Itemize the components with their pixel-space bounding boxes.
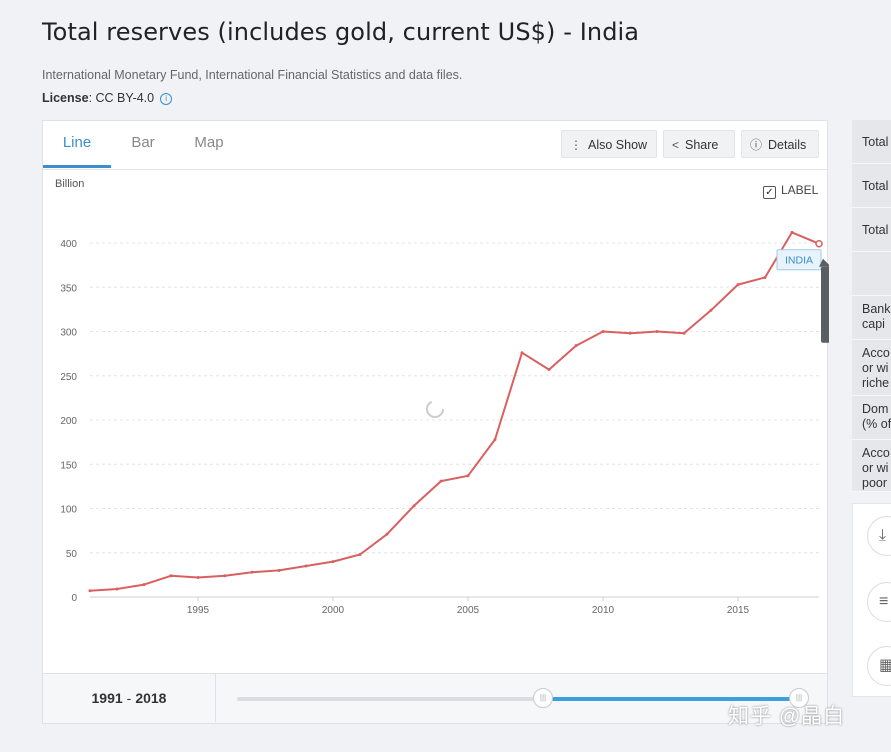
checkbox-icon[interactable]: ✓ (763, 186, 776, 199)
loading-spinner-icon (426, 400, 444, 418)
data-point (385, 532, 389, 536)
x-tick-label: 2005 (457, 605, 480, 616)
series-label-india: INDIA (785, 255, 813, 267)
y-tick-label: 100 (60, 505, 77, 516)
table-icon[interactable]: ▦ (867, 646, 891, 686)
y-tick-label: 350 (60, 283, 77, 294)
data-point (520, 351, 524, 355)
license: License: CC BY-4.0 i (42, 91, 173, 105)
related-item[interactable]: Acco or wi poor (852, 440, 891, 492)
range-handle-start[interactable]: ||| (533, 688, 553, 708)
data-point (655, 330, 659, 333)
range-slider-fill (543, 697, 799, 701)
info-icon[interactable]: i (160, 93, 173, 105)
data-point (331, 560, 335, 564)
related-item[interactable]: Acco or wi riche (852, 340, 891, 396)
range-end: 2018 (135, 690, 167, 706)
range-start: 1991 (91, 690, 123, 706)
data-point (169, 574, 173, 578)
range-footer: 1991-2018 ||| ||| (42, 674, 828, 724)
data-point (358, 553, 362, 557)
y-tick-label: 250 (60, 372, 77, 383)
details-label: Details (768, 138, 807, 152)
data-point (223, 574, 227, 578)
y-tick-label: 400 (60, 239, 77, 250)
range-label: 1991-2018 (43, 674, 216, 722)
related-indicators-panel: Total Total Total Bank capi Acco or wi r… (852, 120, 891, 492)
download-icon[interactable]: ⤓ (867, 516, 891, 556)
x-tick-label: 1995 (187, 605, 210, 616)
data-point (628, 331, 632, 335)
share-button[interactable]: < Share (663, 130, 735, 158)
data-point (412, 504, 416, 508)
data-point (142, 583, 146, 587)
details-button[interactable]: ⓘ Details (741, 130, 819, 158)
side-tools: ⤓ ≡ ▦ (852, 503, 891, 697)
data-point (790, 230, 794, 234)
related-item[interactable]: Dom (% of (852, 396, 891, 440)
series-line-india (89, 231, 820, 592)
label-toggle-text: LABEL (781, 183, 819, 197)
data-point (277, 568, 281, 572)
data-point (466, 474, 470, 478)
y-tick-label: 50 (66, 549, 78, 560)
x-tick-label: 2010 (592, 605, 615, 616)
data-point (547, 368, 551, 372)
watermark: 知乎 @晶白 (728, 705, 846, 728)
y-tick-label: 200 (60, 416, 77, 427)
x-tick-label: 2015 (727, 605, 750, 616)
chart-tabs: Line Bar Map ⋮ Also Show < Share ⓘ Details (43, 121, 827, 170)
tooltip-box (821, 266, 829, 343)
tooltip-pointer (819, 258, 829, 267)
database-icon[interactable]: ≡ (867, 582, 891, 622)
license-label: License (42, 91, 89, 105)
data-point (574, 344, 578, 348)
also-show-button[interactable]: ⋮ Also Show (561, 130, 657, 158)
data-point (115, 587, 119, 591)
related-item[interactable]: Bank capi (852, 296, 891, 340)
data-point (682, 331, 686, 335)
data-point (815, 239, 823, 248)
related-item[interactable]: Total (852, 208, 891, 252)
y-tick-label: 300 (60, 328, 77, 339)
data-point (736, 283, 740, 287)
tab-map[interactable]: Map (194, 134, 224, 151)
data-point (304, 564, 308, 568)
range-slider[interactable]: ||| ||| (237, 688, 809, 708)
data-point (601, 330, 605, 333)
y-tick-label: 0 (71, 593, 77, 604)
page-title: Total reserves (includes gold, current U… (42, 18, 640, 46)
label-toggle[interactable]: ✓ LABEL (763, 183, 818, 199)
y-unit-label: Billion (55, 178, 85, 190)
data-point (439, 479, 443, 483)
tab-line[interactable]: Line (43, 121, 111, 168)
source-text: International Monetary Fund, Internation… (42, 68, 463, 82)
data-point (250, 570, 254, 574)
share-icon: < (672, 138, 680, 152)
related-item[interactable]: Total (852, 164, 891, 208)
range-handle-end[interactable]: ||| (789, 688, 809, 708)
chart-card: Line Bar Map ⋮ Also Show < Share ⓘ Details … (42, 120, 829, 674)
related-item[interactable] (852, 252, 891, 296)
data-point (709, 308, 713, 312)
data-point (88, 589, 92, 593)
series-label-box (776, 249, 822, 271)
data-point (196, 576, 200, 580)
data-point (493, 437, 497, 441)
line-chart: 0 50 100 150 200 250 300 350 400 1995 2000 2005 2010… (60, 230, 829, 616)
tab-bar[interactable]: Bar (131, 134, 155, 151)
also-show-label: Also Show (588, 138, 648, 152)
x-tick-label: 2000 (322, 605, 345, 616)
license-value: : CC BY-4.0 (88, 91, 155, 105)
y-tick-label: 150 (60, 460, 77, 471)
share-label: Share (685, 138, 719, 152)
related-item[interactable]: Total (852, 120, 891, 164)
more-vertical-icon: ⋮ (570, 138, 582, 152)
data-point (763, 276, 767, 280)
range-sep: - (126, 690, 132, 706)
info-circle-icon: ⓘ (750, 138, 763, 152)
